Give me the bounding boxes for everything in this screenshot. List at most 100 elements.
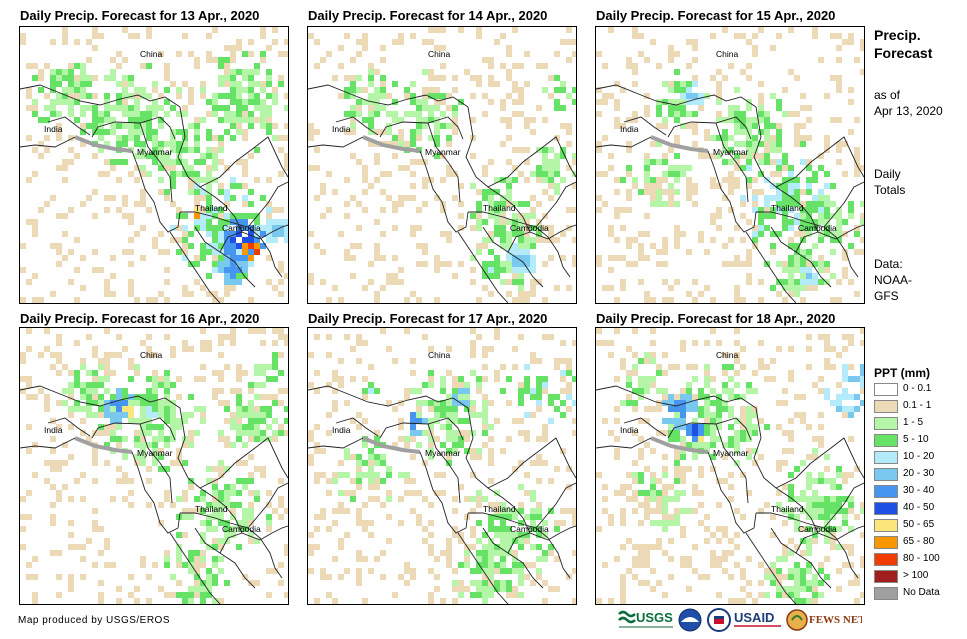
country-border: [823, 482, 864, 529]
country-border: [535, 181, 576, 228]
as-of-date: as of Apr 13, 2020: [874, 87, 943, 119]
sidebar-title-line1: Precip.: [874, 27, 921, 43]
cambodia-label: Cambodia: [222, 223, 261, 233]
map-panel-6: China India Myanmar Thailand Cambodia: [595, 327, 865, 605]
legend-label: 0 - 0.1: [903, 383, 932, 394]
country-border: [131, 451, 181, 534]
panel-title-5: Daily Precip. Forecast for 17 Apr., 2020: [308, 311, 548, 326]
country-border: [219, 532, 243, 554]
legend-label: 5 - 10: [903, 434, 929, 445]
data-source: Data: NOAA- GFS: [874, 256, 912, 304]
legend-swatch: [874, 383, 898, 396]
as-of-label: as of: [874, 88, 901, 102]
country-border: [547, 525, 576, 541]
country-border: [800, 204, 837, 240]
usaid-seal-logo: [706, 606, 732, 634]
country-border: [247, 181, 288, 228]
no-data-coastline: [74, 135, 133, 153]
legend-item: > 100: [874, 569, 964, 584]
country-border: [20, 84, 181, 108]
country-border: [20, 437, 76, 449]
country-border: [139, 122, 173, 203]
country-border: [194, 527, 256, 589]
data-source-line2: NOAA-: [874, 273, 913, 287]
country-border: [707, 451, 757, 534]
country-border: [20, 136, 76, 148]
legend-item: 65 - 80: [874, 535, 964, 550]
country-border: [835, 224, 864, 240]
country-border: [547, 224, 576, 240]
map-panel-1: China India Myanmar Thailand Cambodia: [19, 26, 289, 304]
myanmar-label: Myanmar: [137, 147, 173, 157]
thailand-label: Thailand: [483, 203, 516, 213]
legend-item: No Data: [874, 586, 964, 601]
country-border: [259, 224, 288, 240]
as-of-value: Apr 13, 2020: [874, 104, 943, 118]
country-border: [715, 423, 749, 504]
thailand-label: Thailand: [195, 203, 228, 213]
legend-label: 30 - 40: [903, 485, 935, 496]
precip-map: [20, 328, 288, 604]
thailand-label: Thailand: [771, 203, 804, 213]
country-border: [823, 181, 864, 228]
country-border: [335, 417, 379, 437]
legend-swatch: [874, 434, 898, 447]
country-border: [596, 437, 652, 449]
country-border: [512, 204, 549, 240]
usgs-logo: USGS: [617, 606, 675, 634]
cambodia-label: Cambodia: [222, 524, 261, 534]
country-border: [169, 532, 221, 604]
china-label: China: [428, 49, 451, 59]
precip-map: [308, 27, 576, 303]
country-border: [139, 423, 173, 504]
country-border: [753, 407, 802, 507]
legend-item: 0.1 - 1: [874, 399, 964, 414]
country-border: [177, 106, 226, 206]
country-border: [465, 407, 514, 507]
thailand-label: Thailand: [195, 504, 228, 514]
country-border: [131, 150, 181, 233]
country-border: [247, 482, 288, 529]
no-data-coastline: [362, 135, 421, 153]
cambodia-label: Cambodia: [510, 524, 549, 534]
country-border: [419, 150, 469, 233]
myanmar-label: Myanmar: [713, 147, 749, 157]
country-border: [259, 525, 288, 541]
cambodia-label: Cambodia: [798, 223, 837, 233]
thailand-label: Thailand: [483, 504, 516, 514]
country-border: [507, 231, 531, 253]
legend-swatch: [874, 502, 898, 515]
precip-map: [308, 328, 576, 604]
country-border: [224, 505, 261, 541]
totals-line1: Daily: [874, 167, 901, 181]
country-border: [308, 136, 364, 148]
legend-item: 10 - 20: [874, 450, 964, 465]
totals-line2: Totals: [874, 183, 906, 197]
legend-label: 40 - 50: [903, 502, 935, 513]
country-border: [419, 451, 469, 534]
china-label: China: [140, 49, 163, 59]
india-label: India: [44, 124, 63, 134]
noaa-logo: [677, 606, 703, 634]
usaid-logo: USAID: [733, 606, 783, 634]
country-border: [623, 417, 667, 437]
cambodia-label: Cambodia: [798, 524, 837, 534]
country-border: [169, 231, 221, 303]
legend-label: 65 - 80: [903, 536, 935, 547]
country-border: [457, 532, 509, 604]
country-border: [775, 136, 864, 188]
country-border: [199, 136, 288, 188]
legend-swatch: [874, 587, 898, 600]
svg-text:USGS: USGS: [636, 610, 673, 625]
country-border: [535, 482, 576, 529]
legend-label: 50 - 65: [903, 519, 935, 530]
country-border: [770, 226, 832, 288]
country-border: [596, 136, 652, 148]
panel-title-6: Daily Precip. Forecast for 18 Apr., 2020: [596, 311, 836, 326]
india-label: India: [44, 425, 63, 435]
legend-item: 40 - 50: [874, 501, 964, 516]
sidebar-title-line2: Forecast: [874, 45, 933, 61]
country-border: [20, 385, 181, 409]
cambodia-label: Cambodia: [510, 223, 549, 233]
legend-swatch: [874, 570, 898, 583]
